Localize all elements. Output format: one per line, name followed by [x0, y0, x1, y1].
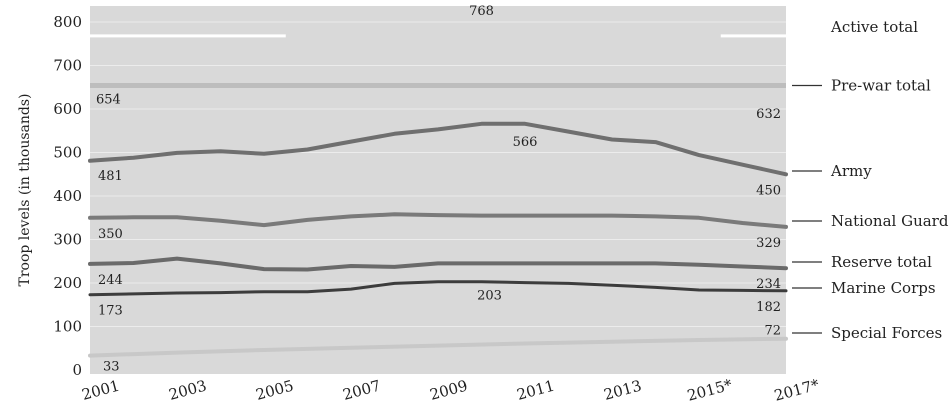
legend-label-army: Army — [830, 162, 872, 180]
y-tick-label-600: 600 — [53, 100, 82, 118]
data-label-army-450: 450 — [756, 183, 781, 198]
series-line-army — [88, 121, 788, 177]
data-label-reserve-total-244: 244 — [98, 273, 123, 288]
data-label-army-566: 566 — [513, 135, 538, 150]
y-tick-label-300: 300 — [53, 231, 82, 249]
data-label-active-total-768: 768 — [469, 4, 494, 19]
data-label-national-guard-329: 329 — [756, 236, 781, 251]
legend-label-pre-war-total: Pre-war total — [831, 77, 931, 95]
series-line-special-forces — [88, 336, 788, 358]
y-tick-label-400: 400 — [53, 187, 82, 205]
series-line-national-guard — [88, 212, 788, 229]
x-tick-label-2015: 2015* — [685, 375, 734, 404]
y-tick-label-200: 200 — [53, 274, 82, 292]
y-axis-ticks: 0 100 200 300 400 500 600 700 800 — [53, 13, 82, 379]
data-label-national-guard-350: 350 — [98, 227, 123, 242]
data-label-special-forces-72: 72 — [764, 324, 781, 339]
x-tick-label-2005: 2005 — [254, 377, 296, 404]
ref-line-gap-active-total — [285, 29, 721, 42]
series-line-reserve-total — [88, 256, 788, 272]
series-line-marine-corps — [88, 280, 788, 297]
y-tick-label-800: 800 — [53, 13, 82, 31]
series-lines — [88, 121, 788, 358]
x-tick-label-2013: 2013 — [602, 377, 644, 404]
y-axis-title: Troop levels (in thousands) — [17, 93, 33, 286]
legend-label-reserve-total: Reserve total — [831, 253, 932, 271]
data-label-reserve-total-234: 234 — [756, 277, 781, 292]
y-tick-label-700: 700 — [53, 57, 82, 75]
x-tick-label-2003: 2003 — [167, 377, 209, 404]
data-label-marine-corps-203: 203 — [477, 289, 502, 304]
y-tick-label-100: 100 — [53, 318, 82, 336]
data-label-marine-corps-182: 182 — [756, 300, 781, 315]
x-tick-label-2017: 2017* — [772, 375, 821, 404]
reference-lines — [90, 29, 786, 89]
data-label-army-481: 481 — [98, 169, 123, 184]
x-tick-label-2007: 2007 — [341, 377, 383, 404]
x-tick-label-2001: 2001 — [80, 377, 122, 404]
x-axis-ticks: 2001 2003 2005 2007 2009 2011 2013 2015* 2017* — [80, 375, 822, 404]
plot-background — [90, 6, 786, 374]
legend-label-active-total: Active total — [830, 18, 918, 36]
data-label-special-forces-33: 33 — [103, 360, 120, 375]
legend: Pre-war total Active total Army National Gu… — [792, 18, 949, 342]
x-tick-label-2011: 2011 — [515, 377, 557, 404]
x-tick-label-2009: 2009 — [428, 377, 470, 404]
legend-label-special-forces: Special Forces — [831, 324, 942, 342]
data-label-pre-war-total-654: 654 — [96, 93, 121, 108]
legend-label-marine-corps: Marine Corps — [831, 279, 936, 297]
data-labels: 654 632 768 481 566 450 350 329 244 234 173 203 182 3… — [96, 4, 781, 375]
y-tick-label-0: 0 — [72, 361, 82, 379]
data-label-marine-corps-173: 173 — [98, 304, 123, 319]
data-label-pre-war-total-632: 632 — [756, 107, 781, 122]
y-tick-label-500: 500 — [53, 144, 82, 162]
legend-label-national-guard: National Guard — [831, 212, 949, 230]
